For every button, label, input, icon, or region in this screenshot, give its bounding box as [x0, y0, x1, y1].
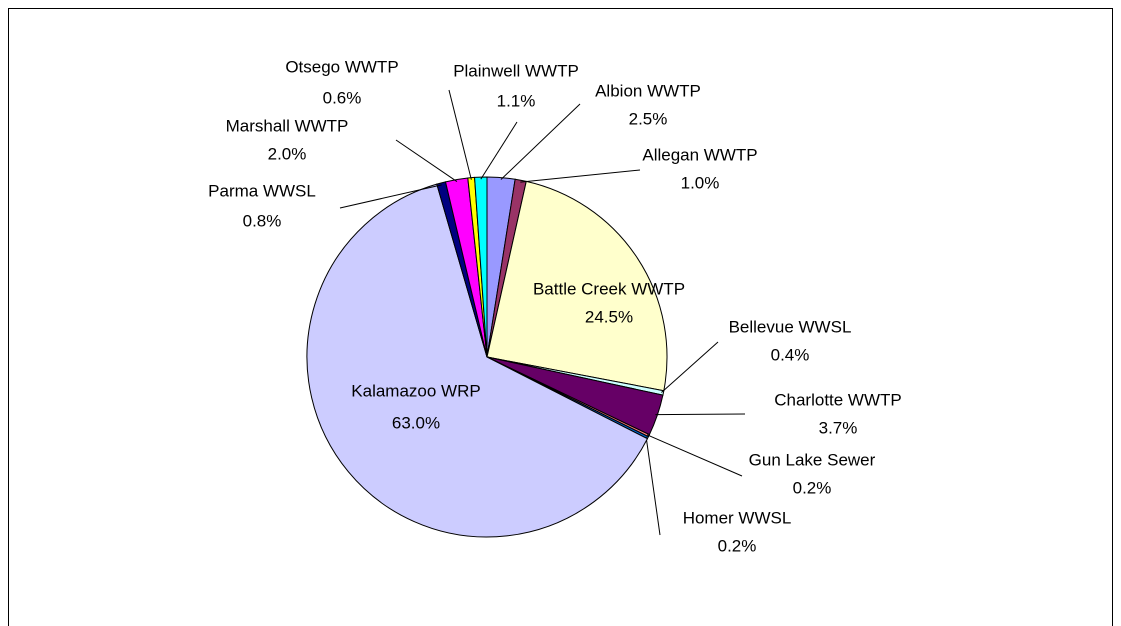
slice-value-label: 0.2% [793, 478, 832, 497]
slice-label: Homer WWSL [683, 508, 792, 527]
slice-value-label: 1.0% [681, 173, 720, 192]
leader-line [645, 436, 661, 536]
slice-value-label: 0.8% [243, 211, 282, 230]
pie-slice [306, 183, 649, 538]
leader-line [646, 434, 743, 477]
slice-label: Plainwell WWTP [453, 61, 579, 80]
slice-label: Battle Creek WWTP [533, 279, 685, 298]
leader-line [661, 341, 719, 393]
leader-line [395, 139, 458, 182]
leader-line [339, 184, 442, 209]
slice-value-label: 0.2% [718, 536, 757, 555]
slice-label: Charlotte WWTP [774, 390, 902, 409]
leader-line [520, 169, 641, 183]
slice-value-label: 1.1% [497, 91, 536, 110]
slice-label: Gun Lake Sewer [749, 450, 876, 469]
slice-value-label: 24.5% [585, 307, 633, 326]
leader-line [480, 121, 518, 180]
leader-line [448, 89, 472, 180]
slice-value-label: 2.0% [268, 144, 307, 163]
slice-value-label: 0.4% [771, 345, 810, 364]
leader-line [500, 103, 581, 180]
slice-label: Bellevue WWSL [729, 317, 852, 336]
slice-label: Albion WWTP [595, 81, 701, 100]
slice-value-label: 0.6% [323, 88, 362, 107]
leader-line [655, 413, 746, 416]
pie-slice [486, 180, 668, 392]
slice-label: Kalamazoo WRP [351, 381, 480, 400]
slice-label: Parma WWSL [208, 181, 316, 200]
slice-label: Otsego WWTP [285, 57, 398, 76]
chart-frame [8, 8, 1113, 626]
slice-label: Allegan WWTP [642, 145, 757, 164]
slice-label: Marshall WWTP [226, 116, 349, 135]
slice-value-label: 2.5% [629, 109, 668, 128]
pie-slice [474, 176, 488, 358]
slice-value-label: 63.0% [392, 413, 440, 432]
slice-value-label: 3.7% [819, 418, 858, 437]
